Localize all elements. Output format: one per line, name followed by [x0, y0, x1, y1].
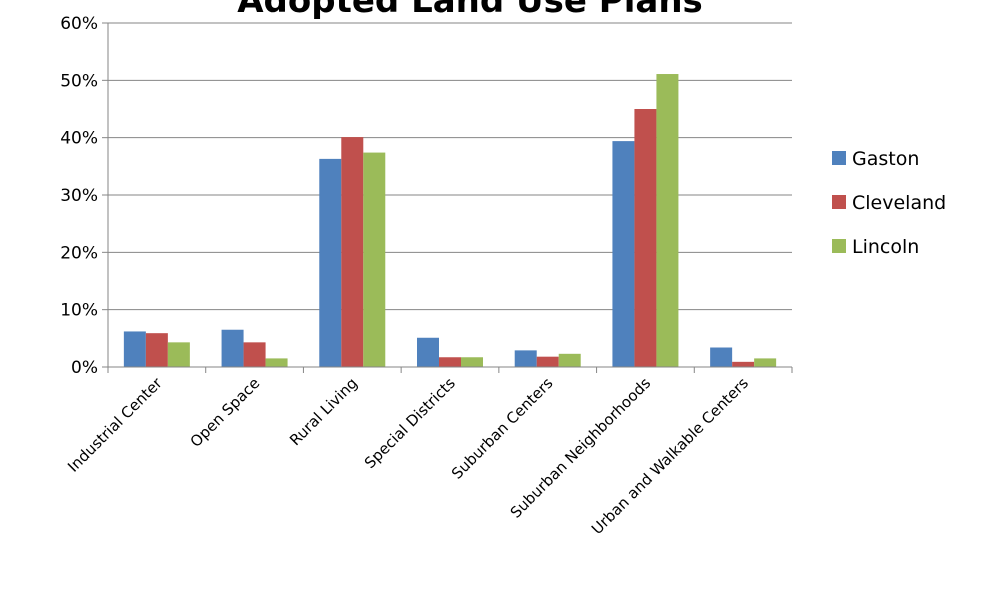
bar-cleveland-4 [439, 357, 461, 367]
y-tick-label: 30% [60, 186, 98, 206]
bar-lincoln-2 [265, 358, 288, 367]
x-category-label: Open Space [187, 374, 264, 451]
y-tick-label: 10% [60, 301, 98, 321]
bar-lincoln-6 [656, 74, 679, 367]
bar-gaston-4 [417, 337, 439, 367]
bar-cleveland-7 [732, 361, 755, 367]
bar-cleveland-5 [536, 356, 559, 367]
chart-title: Adopted Land Use Plans [237, 0, 703, 21]
x-axis-categories: Industrial Center Open Space Rural Living S… [64, 374, 752, 539]
y-tick-label: 60% [60, 14, 98, 34]
bar-lincoln-4 [461, 357, 483, 367]
legend-swatch-lincoln [832, 239, 846, 253]
legend-label-gaston: Gaston [852, 148, 919, 170]
y-tick-label: 20% [60, 243, 98, 263]
x-category-label: Special Districts [361, 374, 459, 472]
legend-label-lincoln: Lincoln [852, 236, 919, 258]
x-category-label: Urban and Walkable Centers [588, 374, 752, 538]
x-category-label: Industrial Center [64, 374, 166, 476]
x-category-label: Suburban Centers [448, 374, 557, 483]
bar-gaston-6 [612, 141, 635, 367]
legend-swatch-cleveland [832, 195, 846, 209]
bar-lincoln-7 [754, 358, 777, 367]
legend: Gaston Cleveland Lincoln [832, 148, 946, 258]
bar-cleveland-3 [341, 137, 364, 367]
bar-lincoln-3 [363, 152, 386, 367]
bar-cleveland-6 [634, 109, 657, 367]
bar-gaston-2 [221, 329, 244, 367]
x-category-label: Rural Living [286, 374, 361, 449]
y-tick-label: 0% [71, 358, 98, 378]
bar-gaston-7 [710, 347, 733, 367]
y-axis-ticks: 0% 10% 20% 30% 40% 50% 60% [60, 14, 108, 378]
bar-lincoln-1 [167, 342, 190, 367]
bar-cleveland-2 [243, 342, 266, 367]
y-tick-label: 50% [60, 71, 98, 91]
bar-lincoln-5 [558, 353, 581, 367]
axes [107, 23, 793, 373]
bar-gaston-1 [123, 331, 146, 367]
legend-swatch-gaston [832, 151, 846, 165]
y-tick-label: 40% [60, 129, 98, 149]
bar-cleveland-1 [145, 333, 168, 367]
gridlines [108, 22, 792, 311]
bar-gaston-5 [514, 350, 537, 367]
bar-gaston-3 [319, 158, 342, 367]
bars [123, 74, 777, 367]
legend-label-cleveland: Cleveland [852, 192, 946, 214]
